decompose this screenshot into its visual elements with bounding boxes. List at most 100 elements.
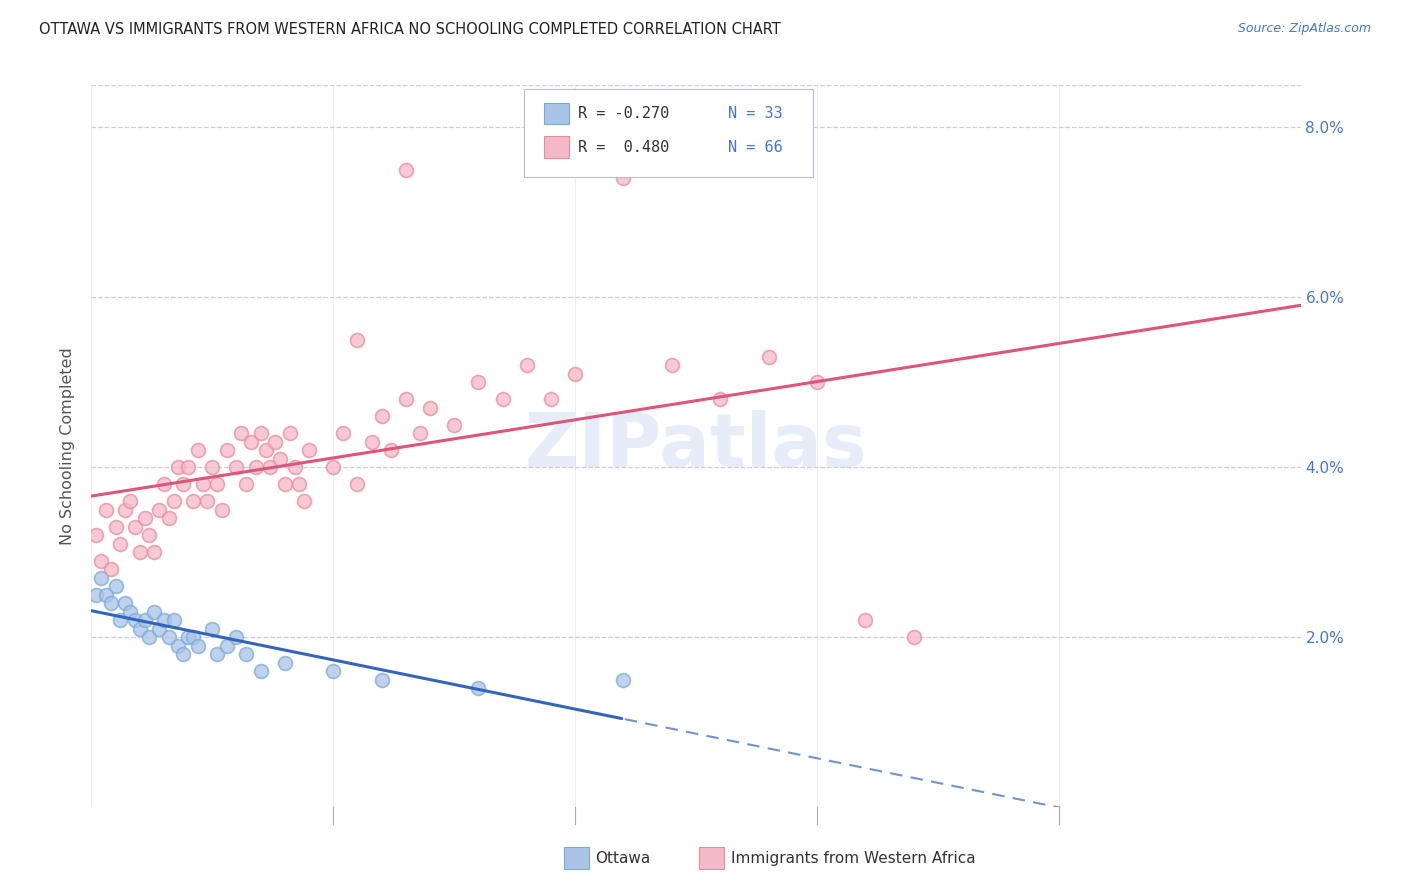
Point <box>211 502 233 516</box>
Point <box>94 588 117 602</box>
Point <box>254 443 277 458</box>
Text: Source: ZipAtlas.com: Source: ZipAtlas.com <box>1237 22 1371 36</box>
Point <box>903 630 925 644</box>
Text: OTTAWA VS IMMIGRANTS FROM WESTERN AFRICA NO SCHOOLING COMPLETED CORRELATION CHAR: OTTAWA VS IMMIGRANTS FROM WESTERN AFRICA… <box>39 22 782 37</box>
Point <box>288 477 311 491</box>
Point <box>661 358 683 372</box>
Point <box>124 520 146 534</box>
Point <box>134 613 156 627</box>
Point <box>157 630 180 644</box>
Y-axis label: No Schooling Completed: No Schooling Completed <box>60 347 76 545</box>
Point <box>187 443 209 458</box>
Point <box>361 434 384 449</box>
Point <box>395 162 418 177</box>
Point <box>134 511 156 525</box>
Point <box>853 613 876 627</box>
Text: Immigrants from Western Africa: Immigrants from Western Africa <box>731 851 976 865</box>
Point <box>124 613 146 627</box>
Point <box>181 494 204 508</box>
Point <box>491 392 513 407</box>
Point <box>110 613 132 627</box>
Point <box>240 434 263 449</box>
Text: N = 66: N = 66 <box>728 140 783 154</box>
Point <box>709 392 731 407</box>
Point <box>205 477 228 491</box>
Point <box>215 639 238 653</box>
Point <box>370 673 392 687</box>
Point <box>806 376 828 390</box>
Point <box>138 630 160 644</box>
Point <box>128 545 150 559</box>
Point <box>143 605 166 619</box>
Point <box>100 596 122 610</box>
Point <box>235 477 257 491</box>
Point <box>332 426 354 441</box>
Point <box>100 562 122 576</box>
Point <box>292 494 315 508</box>
Point <box>516 358 538 372</box>
Point <box>274 656 297 670</box>
Point <box>540 392 562 407</box>
Point <box>245 460 267 475</box>
Point <box>758 350 780 364</box>
Point <box>120 605 142 619</box>
Point <box>177 630 200 644</box>
Point <box>346 477 368 491</box>
Point <box>249 665 271 679</box>
Point <box>128 622 150 636</box>
Point <box>114 502 136 516</box>
Point <box>148 622 170 636</box>
Point <box>120 494 142 508</box>
Point <box>104 520 127 534</box>
Point <box>467 376 489 390</box>
Point <box>181 630 204 644</box>
Point <box>84 528 107 542</box>
Point <box>167 460 190 475</box>
Point <box>346 333 368 347</box>
Point <box>409 426 432 441</box>
Point <box>162 494 184 508</box>
Point <box>114 596 136 610</box>
Point <box>278 426 301 441</box>
Point <box>264 434 287 449</box>
Point <box>177 460 200 475</box>
Point <box>215 443 238 458</box>
Point <box>191 477 214 491</box>
Point <box>90 571 112 585</box>
Text: ZIPatlas: ZIPatlas <box>524 409 868 483</box>
Point <box>84 588 107 602</box>
Point <box>153 477 176 491</box>
Point <box>167 639 190 653</box>
Point <box>172 477 194 491</box>
Point <box>612 673 634 687</box>
Point <box>235 647 257 661</box>
Point <box>138 528 160 542</box>
Point <box>564 367 586 381</box>
Point <box>298 443 321 458</box>
Point <box>269 451 291 466</box>
Point <box>380 443 402 458</box>
Point <box>274 477 297 491</box>
Point <box>172 647 194 661</box>
Point <box>395 392 418 407</box>
Text: R = -0.270: R = -0.270 <box>578 106 669 120</box>
Point <box>201 622 224 636</box>
Point <box>612 171 634 186</box>
Point <box>205 647 228 661</box>
Point <box>443 417 465 432</box>
Point <box>197 494 219 508</box>
Text: Ottawa: Ottawa <box>595 851 650 865</box>
Point <box>283 460 305 475</box>
Point <box>153 613 176 627</box>
Point <box>249 426 271 441</box>
Point <box>225 460 247 475</box>
Point <box>201 460 224 475</box>
Point <box>259 460 281 475</box>
Point <box>419 401 441 415</box>
Point <box>148 502 170 516</box>
Point <box>162 613 184 627</box>
Point <box>231 426 253 441</box>
Point <box>104 579 127 593</box>
Point <box>157 511 180 525</box>
Point <box>110 537 132 551</box>
